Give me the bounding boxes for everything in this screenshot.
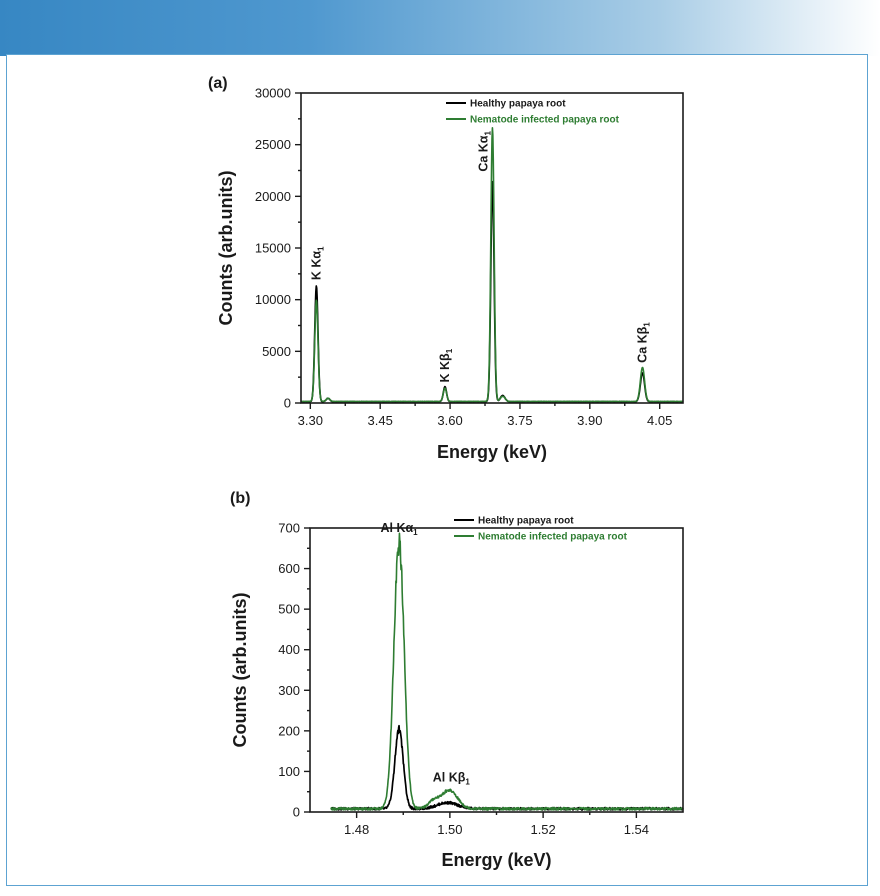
legend-label-infected: Nematode infected papaya root [478,532,628,543]
x-tick-label: 3.60 [437,413,462,428]
y-tick-label: 100 [278,764,300,779]
x-tick-label: 3.90 [577,413,602,428]
y-tick-label: 15000 [255,241,291,256]
y-tick-label: 25000 [255,137,291,152]
x-tick-label: 3.45 [368,413,393,428]
y-tick-label: 30000 [255,86,291,101]
series-line-healthy [330,724,684,811]
peak-annotation: Al Kβ1 [433,771,471,787]
series-line-healthy [300,180,684,403]
panel-label: (a) [208,75,228,92]
x-axis-title: Energy (keV) [437,442,547,462]
x-tick-label: 1.50 [437,822,462,837]
x-tick-label: 1.48 [344,822,369,837]
x-tick-label: 1.52 [530,822,555,837]
plot-area [309,527,684,813]
x-tick-label: 3.75 [507,413,532,428]
chart-panel-b: (b) 0 100 200 300 400 500 600 700 1.48 1.50 1.52 1.5… [230,490,684,870]
peak-annotation: Ca Kα1 [477,130,493,171]
x-axis-title: Energy (keV) [441,850,551,870]
y-tick-label: 700 [278,521,300,536]
y-tick-label: 0 [284,396,291,411]
peak-annotation: Ca Kβ1 [635,322,651,363]
y-tick-label: 200 [278,723,300,738]
header-band [0,0,880,56]
x-tick-label: 4.05 [647,413,672,428]
x-tick-label: 1.54 [624,822,649,837]
legend-label-healthy: Healthy papaya root [470,99,566,110]
y-axis-title: Counts (arb.units) [230,593,250,748]
y-tick-label: 400 [278,642,300,657]
y-tick-label: 0 [293,805,300,820]
series-line-infected [300,127,684,403]
peak-annotation: Al Kα1 [380,521,418,537]
y-tick-label: 20000 [255,189,291,204]
legend-label-infected: Nematode infected papaya root [470,115,620,126]
y-tick-label: 300 [278,683,300,698]
x-tick-label: 3.30 [298,413,323,428]
y-axis-title: Counts (arb.units) [216,171,236,326]
peak-annotation: K Kβ1 [438,348,454,382]
y-tick-label: 5000 [262,344,291,359]
y-tick-label: 600 [278,561,300,576]
chart-panel-a: (a) 0 5000 10000 15000 20000 25000 30000 3.30 3.4… [208,75,684,462]
peak-annotation: K Kα1 [309,246,325,280]
figure-frame [6,54,868,886]
y-tick-label: 500 [278,602,300,617]
y-tick-label: 10000 [255,292,291,307]
legend-label-healthy: Healthy papaya root [478,516,574,527]
series-line-infected [330,532,684,811]
panel-label: (b) [230,490,250,507]
